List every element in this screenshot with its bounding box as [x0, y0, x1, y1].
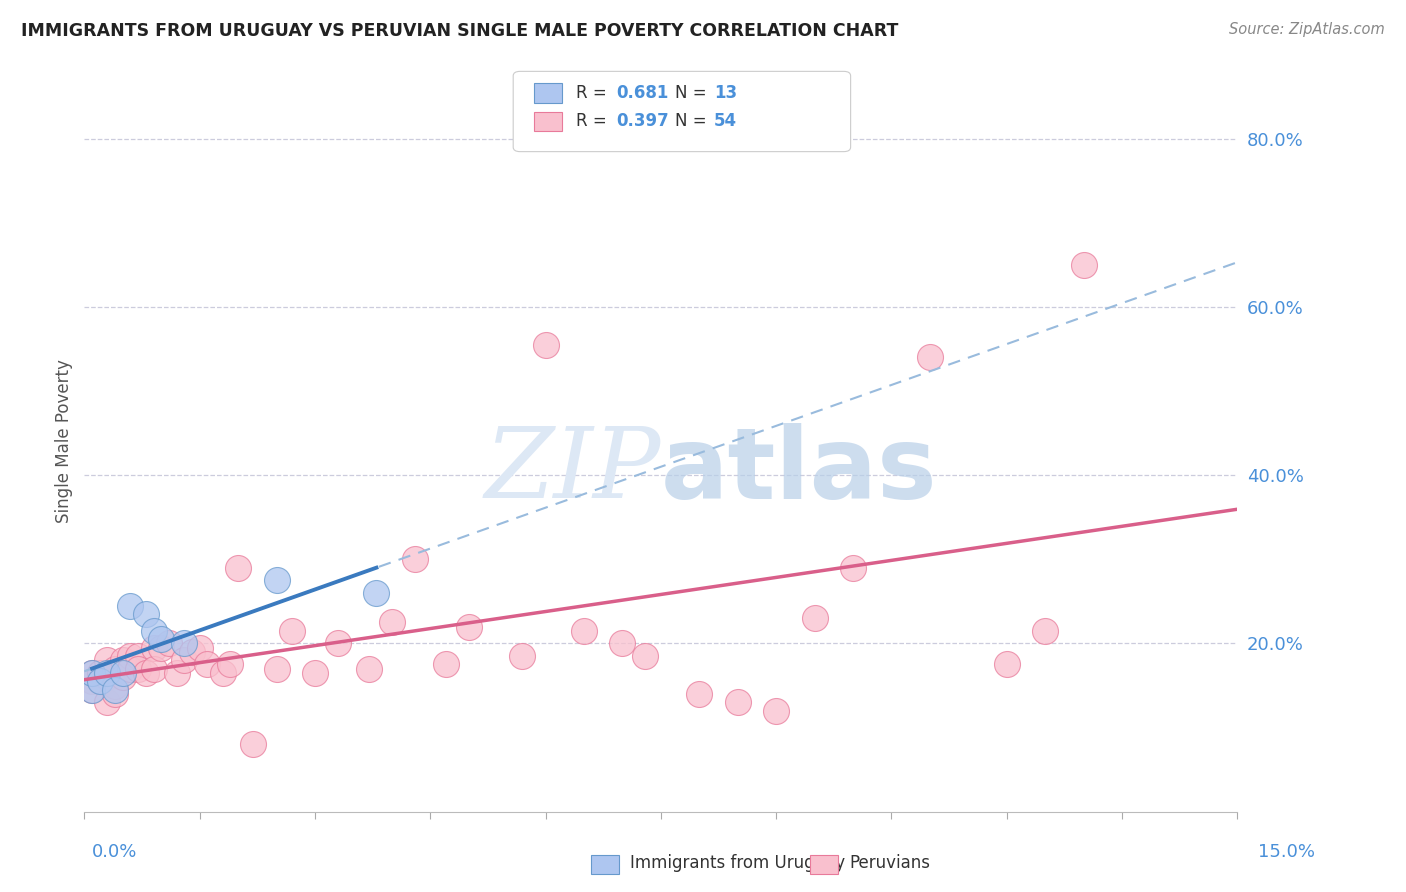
- Point: [266, 662, 288, 676]
- Point: [150, 640, 173, 655]
- Point: [1033, 624, 1056, 638]
- Point: [242, 738, 264, 752]
- Text: IMMIGRANTS FROM URUGUAY VS PERUVIAN SINGLE MALE POVERTY CORRELATION CHART: IMMIGRANTS FROM URUGUAY VS PERUVIAN SING…: [21, 22, 898, 40]
- Point: [173, 653, 195, 667]
- Text: N =: N =: [675, 112, 711, 130]
- Point: [142, 640, 165, 655]
- Point: [404, 552, 426, 566]
- Point: [127, 649, 149, 664]
- Point: [688, 687, 710, 701]
- Point: [104, 679, 127, 693]
- Text: 0.0%: 0.0%: [91, 843, 136, 861]
- Point: [842, 560, 865, 574]
- Point: [89, 674, 111, 689]
- Point: [211, 665, 233, 680]
- Point: [111, 670, 134, 684]
- Point: [173, 636, 195, 650]
- Point: [219, 657, 242, 672]
- Point: [120, 599, 142, 613]
- Point: [80, 665, 103, 680]
- Text: N =: N =: [675, 84, 711, 102]
- Point: [195, 657, 218, 672]
- Point: [104, 682, 127, 697]
- Point: [188, 640, 211, 655]
- Point: [80, 665, 103, 680]
- Point: [96, 653, 118, 667]
- Point: [142, 662, 165, 676]
- Text: R =: R =: [576, 84, 613, 102]
- Point: [111, 653, 134, 667]
- Point: [135, 607, 157, 621]
- Text: 0.397: 0.397: [616, 112, 669, 130]
- Point: [457, 619, 479, 633]
- Point: [357, 662, 380, 676]
- Text: Source: ZipAtlas.com: Source: ZipAtlas.com: [1229, 22, 1385, 37]
- Point: [612, 636, 634, 650]
- Point: [96, 695, 118, 709]
- Point: [96, 665, 118, 680]
- Point: [120, 649, 142, 664]
- Point: [89, 665, 111, 680]
- Point: [89, 674, 111, 689]
- Point: [434, 657, 457, 672]
- Point: [104, 662, 127, 676]
- Point: [127, 662, 149, 676]
- Text: 0.681: 0.681: [616, 84, 668, 102]
- Point: [166, 665, 188, 680]
- Point: [157, 636, 180, 650]
- Text: Immigrants from Uruguay: Immigrants from Uruguay: [630, 855, 845, 872]
- Point: [512, 649, 534, 664]
- Point: [142, 624, 165, 638]
- Point: [226, 560, 249, 574]
- Text: ZIP: ZIP: [485, 424, 661, 519]
- Point: [150, 632, 173, 647]
- Point: [381, 615, 404, 630]
- Text: R =: R =: [576, 112, 613, 130]
- Point: [80, 682, 103, 697]
- Point: [104, 687, 127, 701]
- Point: [304, 665, 326, 680]
- Point: [266, 574, 288, 588]
- Point: [995, 657, 1018, 672]
- Point: [120, 662, 142, 676]
- Text: Peruvians: Peruvians: [849, 855, 931, 872]
- Point: [135, 665, 157, 680]
- Point: [534, 338, 557, 352]
- Point: [96, 670, 118, 684]
- Point: [80, 674, 103, 689]
- Text: 54: 54: [714, 112, 737, 130]
- Point: [634, 649, 657, 664]
- Point: [765, 704, 787, 718]
- Point: [366, 586, 388, 600]
- Point: [181, 645, 204, 659]
- Text: 15.0%: 15.0%: [1257, 843, 1315, 861]
- Point: [1073, 258, 1095, 272]
- Point: [572, 624, 595, 638]
- Text: 13: 13: [714, 84, 737, 102]
- Y-axis label: Single Male Poverty: Single Male Poverty: [55, 359, 73, 524]
- Point: [281, 624, 304, 638]
- Text: atlas: atlas: [661, 423, 938, 520]
- Point: [727, 695, 749, 709]
- Point: [803, 611, 825, 625]
- Point: [326, 636, 349, 650]
- Point: [80, 682, 103, 697]
- Point: [918, 351, 941, 365]
- Point: [111, 665, 134, 680]
